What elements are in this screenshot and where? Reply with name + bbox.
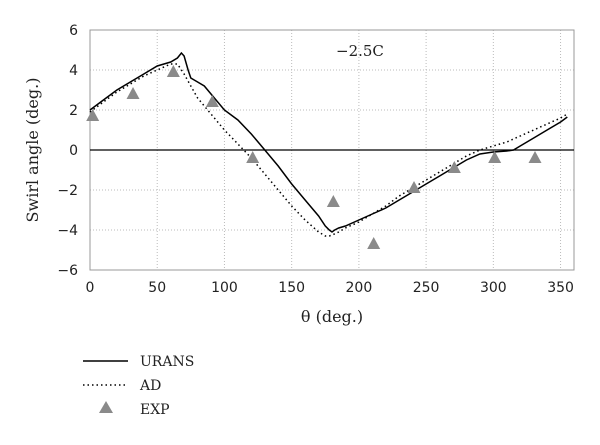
y-tick-labels: 6 4 2 0 −2 −4 −6 [57, 23, 78, 279]
x-tick-labels: 0 50 100 150 200 250 300 350 [86, 280, 574, 296]
exp-data-point [326, 195, 340, 207]
exp-data-point [447, 161, 461, 173]
series-ad-line [89, 63, 568, 237]
x-tick-label: 250 [413, 280, 440, 296]
legend-urans-label: URANS [140, 354, 194, 370]
y-tick-label: −4 [57, 223, 78, 239]
series-urans-line [89, 51, 568, 233]
y-axis-label: Swirl angle (deg.) [23, 78, 42, 223]
exp-data-point [126, 87, 140, 99]
exp-data-point [407, 181, 421, 193]
series-lines [89, 51, 568, 237]
legend: URANS AD EXP [83, 354, 194, 418]
exp-data-point [367, 237, 381, 249]
exp-data-point [246, 151, 260, 163]
x-tick-label: 200 [346, 280, 373, 296]
exp-data-point [86, 109, 100, 121]
y-tick-label: −2 [57, 183, 78, 199]
y-tick-label: 6 [69, 23, 78, 39]
legend-exp-label: EXP [140, 402, 170, 418]
x-tick-label: 300 [480, 280, 507, 296]
x-tick-label: 100 [211, 280, 238, 296]
exp-markers [86, 65, 542, 249]
y-tick-label: 0 [69, 143, 78, 159]
legend-exp-marker [99, 401, 113, 413]
x-tick-label: 350 [547, 280, 574, 296]
exp-data-point [528, 151, 542, 163]
x-tick-label: 0 [86, 280, 95, 296]
exp-data-point [205, 95, 219, 107]
x-axis-label: θ (deg.) [301, 307, 363, 326]
legend-ad-label: AD [139, 378, 161, 394]
y-tick-label: 4 [69, 63, 78, 79]
x-tick-label: 50 [148, 280, 166, 296]
y-tick-label: 2 [69, 103, 78, 119]
exp-data-point [488, 151, 502, 163]
exp-data-point [166, 65, 180, 77]
x-tick-label: 150 [278, 280, 305, 296]
y-tick-label: −6 [57, 263, 78, 279]
case-annotation: −2.5C [336, 42, 384, 60]
